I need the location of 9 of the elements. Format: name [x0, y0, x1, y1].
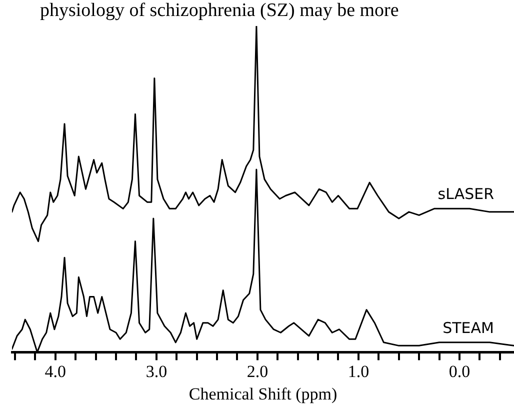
series-label: STEAM [442, 318, 494, 337]
text: physiology of schizophrenia (SZ) may be more [40, 0, 400, 22]
x-tick-label: 1.0 [348, 362, 370, 381]
x-axis-title: Chemical Shift (ppm) [188, 384, 338, 404]
x-tick-label: 0.0 [448, 362, 470, 381]
x-tick-label: 3.0 [146, 362, 168, 381]
series-label: sLASER [438, 185, 494, 204]
x-tick-label: 4.0 [44, 362, 66, 381]
x-tick-label: 2.0 [246, 362, 268, 381]
